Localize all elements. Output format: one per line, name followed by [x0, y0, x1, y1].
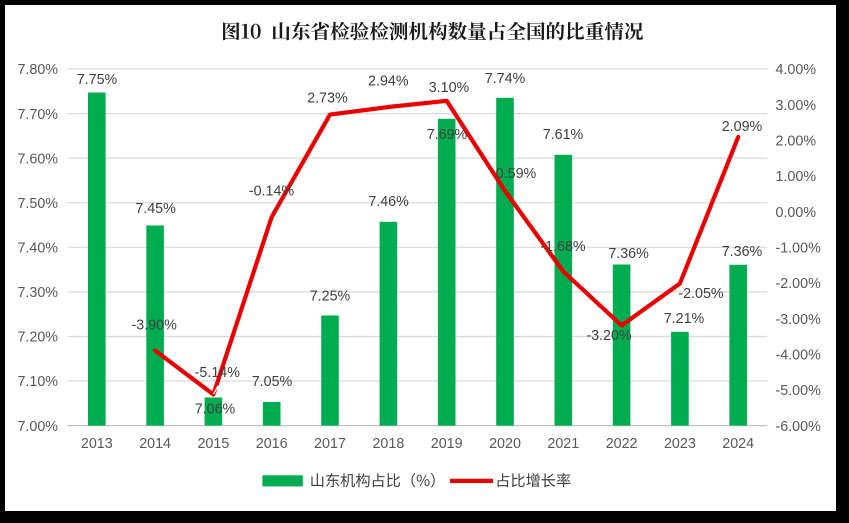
svg-text:4.00%: 4.00% [776, 62, 817, 78]
svg-text:-2.05%: -2.05% [678, 286, 724, 302]
svg-text:7.60%: 7.60% [17, 151, 58, 167]
svg-text:-5.14%: -5.14% [195, 365, 241, 381]
svg-text:7.50%: 7.50% [17, 196, 58, 212]
svg-text:-0.14%: -0.14% [249, 184, 295, 200]
svg-text:7.06%: 7.06% [195, 402, 236, 418]
svg-text:2015: 2015 [197, 436, 229, 452]
svg-text:3.00%: 3.00% [776, 98, 817, 114]
svg-text:7.10%: 7.10% [17, 374, 58, 390]
svg-text:7.46%: 7.46% [368, 194, 409, 210]
svg-text:2.73%: 2.73% [307, 91, 348, 107]
svg-text:7.36%: 7.36% [608, 246, 649, 262]
svg-text:7.21%: 7.21% [664, 311, 705, 327]
svg-text:-3.00%: -3.00% [776, 312, 822, 328]
svg-text:7.80%: 7.80% [17, 62, 58, 78]
svg-text:7.00%: 7.00% [17, 419, 58, 435]
svg-text:7.25%: 7.25% [310, 289, 351, 305]
svg-text:2.00%: 2.00% [776, 134, 817, 150]
svg-text:3.10%: 3.10% [429, 80, 470, 96]
svg-text:-1.68%: -1.68% [540, 239, 586, 255]
svg-text:-5.00%: -5.00% [776, 383, 822, 399]
svg-text:2024: 2024 [722, 436, 754, 452]
svg-text:2014: 2014 [139, 436, 171, 452]
svg-text:-2.00%: -2.00% [776, 276, 822, 292]
svg-text:2016: 2016 [256, 436, 288, 452]
svg-text:-3.90%: -3.90% [132, 318, 178, 334]
svg-text:2.09%: 2.09% [722, 119, 763, 135]
svg-text:2018: 2018 [372, 436, 404, 452]
svg-text:7.61%: 7.61% [543, 127, 584, 143]
svg-text:-3.20%: -3.20% [586, 328, 632, 344]
svg-text:2023: 2023 [664, 436, 696, 452]
svg-text:-6.00%: -6.00% [776, 419, 822, 435]
svg-text:占比增长率: 占比增长率 [495, 469, 571, 491]
svg-text:7.20%: 7.20% [17, 330, 58, 346]
svg-text:2021: 2021 [547, 436, 579, 452]
svg-text:7.69%: 7.69% [427, 127, 468, 143]
svg-text:0.59%: 0.59% [496, 166, 537, 182]
svg-text:图10 山东省检验检测机构数量占全国的比重情况: 图10 山东省检验检测机构数量占全国的比重情况 [221, 16, 644, 45]
svg-text:2.94%: 2.94% [368, 74, 409, 90]
svg-text:7.74%: 7.74% [485, 71, 526, 87]
svg-text:7.05%: 7.05% [252, 374, 293, 390]
svg-text:7.40%: 7.40% [17, 241, 58, 257]
svg-text:7.70%: 7.70% [17, 107, 58, 123]
svg-text:山东机构占比（%）: 山东机构占比（%） [310, 469, 446, 491]
svg-text:7.30%: 7.30% [17, 285, 58, 301]
svg-text:1.00%: 1.00% [776, 169, 817, 185]
svg-text:7.36%: 7.36% [722, 244, 763, 260]
svg-text:2022: 2022 [606, 436, 638, 452]
svg-text:-4.00%: -4.00% [776, 348, 822, 364]
svg-text:7.75%: 7.75% [77, 72, 118, 88]
svg-text:2020: 2020 [489, 436, 521, 452]
svg-text:0.00%: 0.00% [776, 205, 817, 221]
svg-text:-1.00%: -1.00% [776, 241, 822, 257]
svg-text:7.45%: 7.45% [135, 201, 176, 217]
svg-text:2019: 2019 [431, 436, 463, 452]
svg-text:2013: 2013 [81, 436, 113, 452]
svg-text:2017: 2017 [314, 436, 346, 452]
